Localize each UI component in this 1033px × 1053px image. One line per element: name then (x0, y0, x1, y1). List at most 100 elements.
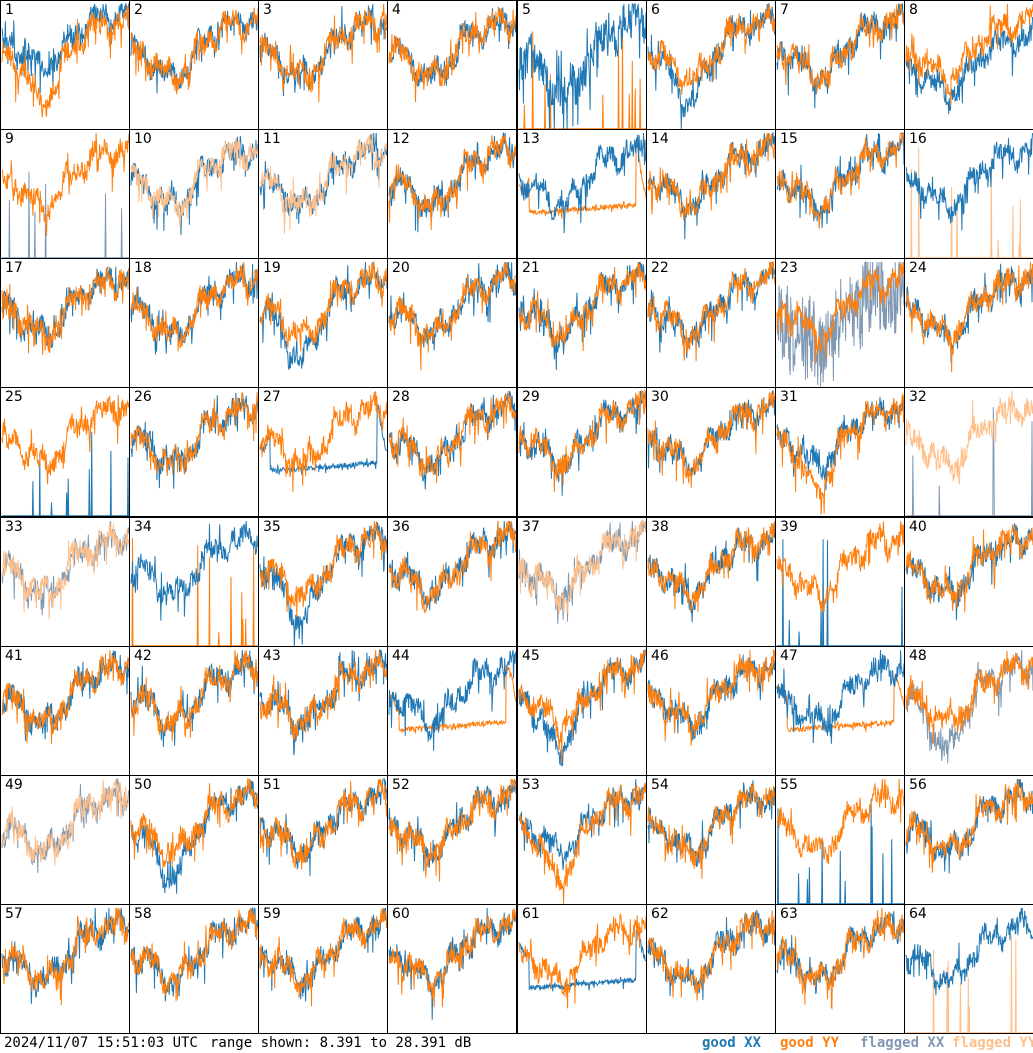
yy-trace (130, 137, 258, 228)
yy-trace (259, 3, 387, 103)
yy-trace (1, 3, 129, 118)
yy-trace (776, 3, 904, 94)
spectrum-panel-62: 62 (646, 904, 776, 1034)
spectrum-panel-19: 19 (258, 258, 388, 388)
panel-plot (647, 780, 775, 879)
panel-number: 52 (392, 777, 410, 793)
panel-number: 58 (134, 906, 152, 922)
panel-plot (1, 132, 129, 258)
yy-trace (388, 135, 516, 231)
spectrum-panel-28: 28 (387, 387, 517, 517)
panel-plot (518, 649, 646, 767)
panel-plot (259, 907, 387, 1007)
spectrum-panel-18: 18 (129, 258, 259, 388)
spectrum-panel-46: 46 (646, 646, 776, 776)
panel-plot (905, 261, 1033, 373)
panel-plot (905, 649, 1033, 764)
panel-plot (130, 649, 258, 748)
yy-trace (388, 6, 516, 103)
spectrum-panel-57: 57 (0, 904, 130, 1034)
yy-trace (905, 3, 1033, 106)
panel-plot (647, 909, 775, 1001)
xx-trace (776, 132, 904, 228)
spectrum-panel-50: 50 (129, 775, 259, 905)
spectrum-panel-61: 61 (517, 904, 647, 1034)
xx-trace (518, 929, 646, 992)
panel-plot (1, 649, 129, 745)
yy-trace (259, 907, 387, 1007)
spectrum-panel-11: 11 (258, 129, 388, 259)
yy-trace (130, 7, 258, 95)
panel-plot (130, 261, 258, 355)
yy-trace (131, 538, 258, 646)
panel-plot (1, 3, 129, 118)
spectrum-panel-54: 54 (646, 775, 776, 905)
spectrum-panel-5: 5 (517, 0, 647, 130)
panel-plot (518, 519, 646, 624)
panel-plot (388, 649, 516, 751)
yy-trace (906, 261, 1033, 373)
spectrum-panel-43: 43 (258, 646, 388, 776)
yy-trace (259, 520, 387, 618)
spectrum-panel-45: 45 (517, 646, 647, 776)
panel-number: 55 (780, 777, 798, 793)
panel-number: 6 (651, 2, 660, 18)
spectrum-panel-55: 55 (775, 775, 905, 905)
xx-trace (259, 649, 387, 756)
panel-plot (1, 266, 129, 355)
panel-plot (259, 132, 387, 234)
spectrum-panel-30: 30 (646, 387, 776, 517)
panel-number: 3 (263, 2, 272, 18)
yy-trace (776, 778, 904, 865)
panel-number: 24 (909, 260, 927, 276)
panel-plot (388, 132, 516, 233)
yy-trace (130, 907, 258, 1002)
yy-trace (518, 261, 646, 352)
yy-trace (647, 390, 775, 489)
panel-number: 43 (263, 648, 281, 664)
panel-plot (905, 907, 1033, 1033)
spectrum-panel-25: 25 (0, 387, 130, 517)
panel-plot (518, 913, 646, 1009)
yy-trace (776, 132, 904, 229)
yy-trace (259, 778, 387, 870)
yy-trace (1, 778, 129, 866)
panel-number: 53 (522, 777, 540, 793)
yy-trace (1, 907, 129, 1006)
panel-number: 39 (780, 519, 798, 535)
yy-trace (518, 520, 646, 615)
xx-trace (2, 171, 129, 258)
spectrum-panel-31: 31 (775, 387, 905, 517)
yy-trace (1, 394, 129, 485)
yy-trace (388, 907, 516, 1008)
panel-number: 7 (780, 2, 789, 18)
panel-plot (259, 520, 387, 646)
panel-number: 44 (392, 648, 410, 664)
panel-number: 16 (909, 131, 927, 147)
spectrum-panel-16: 16 (904, 129, 1033, 259)
panel-number: 42 (134, 648, 152, 664)
xx-trace (647, 3, 775, 129)
yy-trace (259, 649, 387, 741)
yy-trace (518, 649, 646, 763)
panel-number: 57 (5, 906, 23, 922)
panel-number: 15 (780, 131, 798, 147)
xx-trace (518, 519, 646, 624)
panel-number: 29 (522, 389, 540, 405)
spectrum-panel-6: 6 (646, 0, 776, 130)
spectrum-panel-21: 21 (517, 258, 647, 388)
panel-plot (518, 261, 646, 371)
spectrum-panel-2: 2 (129, 0, 259, 130)
panel-plot (905, 133, 1033, 258)
panel-number: 56 (909, 777, 927, 793)
yy-trace (906, 147, 1033, 258)
panel-number: 45 (522, 648, 540, 664)
panel-plot (647, 520, 775, 623)
yy-trace (905, 390, 1033, 485)
panel-plot (776, 3, 904, 109)
xx-trace (647, 132, 775, 240)
panel-number: 34 (134, 519, 152, 535)
panel-plot (776, 778, 904, 904)
yy-trace (906, 934, 1033, 1033)
panel-number: 61 (522, 906, 540, 922)
